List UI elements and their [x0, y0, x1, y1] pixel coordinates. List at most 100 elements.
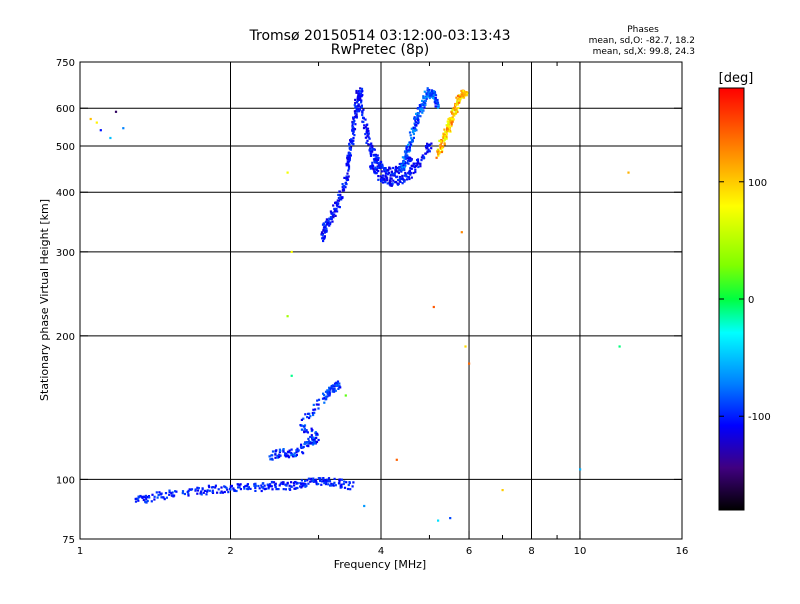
echo-point — [348, 481, 351, 484]
echo-point — [196, 492, 199, 495]
echo-point — [223, 485, 226, 488]
echo-point — [335, 207, 338, 210]
echo-point — [424, 102, 427, 105]
echo-point — [396, 182, 399, 185]
echo-point — [206, 489, 209, 492]
echo-point — [368, 137, 371, 140]
echo-point — [310, 477, 313, 480]
echo-point — [353, 134, 356, 137]
echo-point — [293, 484, 296, 487]
echo-point — [312, 438, 315, 441]
echo-point — [406, 160, 409, 163]
echo-point — [122, 127, 125, 130]
echo-point — [462, 93, 465, 96]
x-tick-label: 4 — [378, 546, 384, 557]
echo-point — [306, 416, 309, 419]
echo-point — [416, 163, 419, 166]
echo-point — [348, 142, 351, 145]
echo-point — [375, 172, 378, 175]
echo-point — [280, 481, 283, 484]
echo-point — [253, 483, 256, 486]
echo-point — [275, 449, 278, 452]
echo-point — [351, 139, 354, 142]
echo-point — [458, 95, 462, 98]
y-tick-label: 300 — [56, 248, 75, 259]
echo-point — [279, 482, 282, 485]
echo-point — [407, 162, 410, 165]
echo-point — [175, 490, 178, 493]
echo-point — [455, 107, 458, 110]
echo-point — [451, 118, 454, 121]
echo-point — [137, 499, 140, 502]
echo-point — [322, 239, 325, 243]
echo-point — [417, 165, 420, 169]
echo-point — [272, 481, 276, 484]
echo-point — [263, 488, 266, 491]
echo-point — [405, 151, 408, 154]
echo-point — [332, 216, 335, 219]
echo-point — [168, 489, 171, 492]
echo-point — [286, 171, 289, 174]
echo-point — [304, 413, 307, 416]
echo-point — [254, 482, 257, 485]
echo-point — [403, 179, 406, 182]
echo-point — [417, 162, 420, 165]
echo-point — [443, 133, 446, 136]
echo-point — [342, 189, 346, 192]
echo-point — [443, 142, 446, 145]
echo-point — [393, 171, 397, 174]
echo-point — [421, 109, 425, 112]
echo-point — [330, 218, 333, 221]
echo-point — [331, 390, 334, 393]
echo-point — [274, 485, 277, 488]
echo-point — [274, 456, 277, 459]
echo-point — [292, 455, 295, 458]
echo-point — [352, 130, 355, 133]
echo-point — [393, 174, 396, 177]
echo-point — [243, 487, 246, 490]
echo-point — [362, 116, 365, 119]
y-tick-label: 100 — [56, 475, 75, 486]
echo-point — [345, 164, 348, 167]
echo-point — [303, 431, 306, 434]
echo-point — [445, 133, 448, 136]
echo-point — [455, 96, 458, 99]
echo-point — [338, 382, 341, 385]
echo-point — [317, 482, 320, 486]
echo-point — [301, 451, 304, 454]
echo-point — [422, 95, 425, 98]
echo-point — [225, 486, 228, 490]
echo-point — [437, 153, 440, 156]
echo-point — [305, 430, 308, 433]
echo-point — [226, 488, 229, 491]
echo-point — [329, 484, 333, 487]
echo-point — [230, 484, 233, 487]
echo-point — [426, 151, 429, 154]
echo-point — [361, 90, 364, 93]
echo-point — [445, 137, 448, 140]
echo-point — [307, 477, 310, 480]
echo-point — [317, 403, 320, 406]
echo-point — [322, 479, 325, 483]
echo-point — [430, 89, 434, 92]
echo-point — [290, 374, 293, 377]
echo-point — [317, 398, 321, 401]
echo-point — [407, 176, 410, 179]
echo-point — [295, 453, 298, 457]
echo-point — [446, 125, 449, 128]
echo-point — [301, 482, 304, 485]
echo-point — [353, 128, 357, 131]
echo-point — [300, 479, 303, 482]
echo-point — [423, 100, 426, 103]
echo-point — [322, 223, 325, 226]
echo-point — [331, 220, 334, 223]
echo-point — [188, 488, 191, 491]
echo-point — [375, 159, 378, 162]
echo-point — [382, 181, 385, 184]
echo-point — [327, 219, 330, 222]
echo-point — [208, 489, 211, 492]
echo-point — [342, 187, 345, 190]
echo-point — [275, 488, 278, 491]
echo-point — [398, 162, 401, 166]
echo-point — [219, 491, 222, 494]
